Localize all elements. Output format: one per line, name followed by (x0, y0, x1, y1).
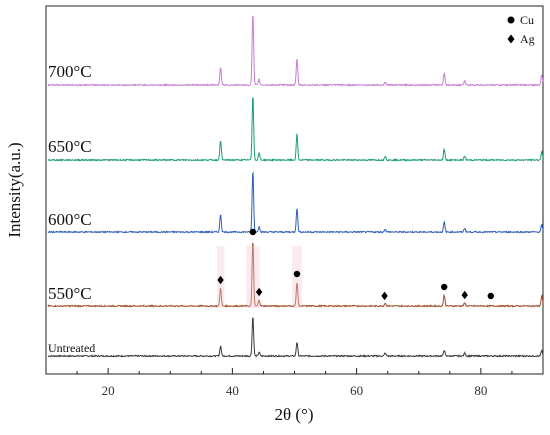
legend-ag-marker (507, 34, 515, 44)
cu-peak-marker (441, 283, 448, 291)
series-labels: Untreated 550°C 600°C 650°C 700°C (48, 62, 95, 355)
x-axis-title: 2θ (°) (274, 405, 313, 424)
series-label: 700°C (48, 62, 92, 81)
cu-peak-marker (249, 228, 257, 236)
x-tick-label: 20 (102, 383, 115, 398)
series-label: Untreated (48, 341, 95, 355)
cu-peak-marker (293, 270, 301, 278)
x-tick-label: 60 (350, 383, 363, 398)
legend-label: Cu (520, 13, 534, 27)
series-label: 650°C (48, 137, 92, 156)
series-trace (47, 171, 544, 234)
plot-frame (45, 5, 544, 375)
peak-markers (217, 228, 495, 301)
ag-peak-marker (255, 287, 263, 297)
series-label: 550°C (48, 284, 92, 303)
x-axis-ticks: 20 40 60 80 (45, 368, 544, 398)
y-axis-title: Intensity(a.u.) (5, 142, 24, 237)
peak-highlights (216, 246, 302, 308)
ag-peak-marker (461, 290, 468, 300)
legend: Cu Ag (507, 13, 535, 46)
series-trace (47, 317, 544, 358)
ag-peak-marker (217, 275, 224, 285)
series-traces (47, 15, 544, 358)
series-trace (47, 15, 544, 87)
series-label: 600°C (48, 210, 92, 229)
cu-peak-marker (487, 292, 495, 300)
series-trace (47, 97, 544, 162)
x-tick-label: 40 (226, 383, 239, 398)
peak-highlight-band (246, 246, 260, 308)
legend-cu-marker (507, 16, 515, 24)
series-trace (47, 242, 544, 308)
x-tick-label: 80 (474, 383, 487, 398)
legend-label: Ag (520, 32, 535, 46)
ag-peak-marker (381, 291, 388, 301)
